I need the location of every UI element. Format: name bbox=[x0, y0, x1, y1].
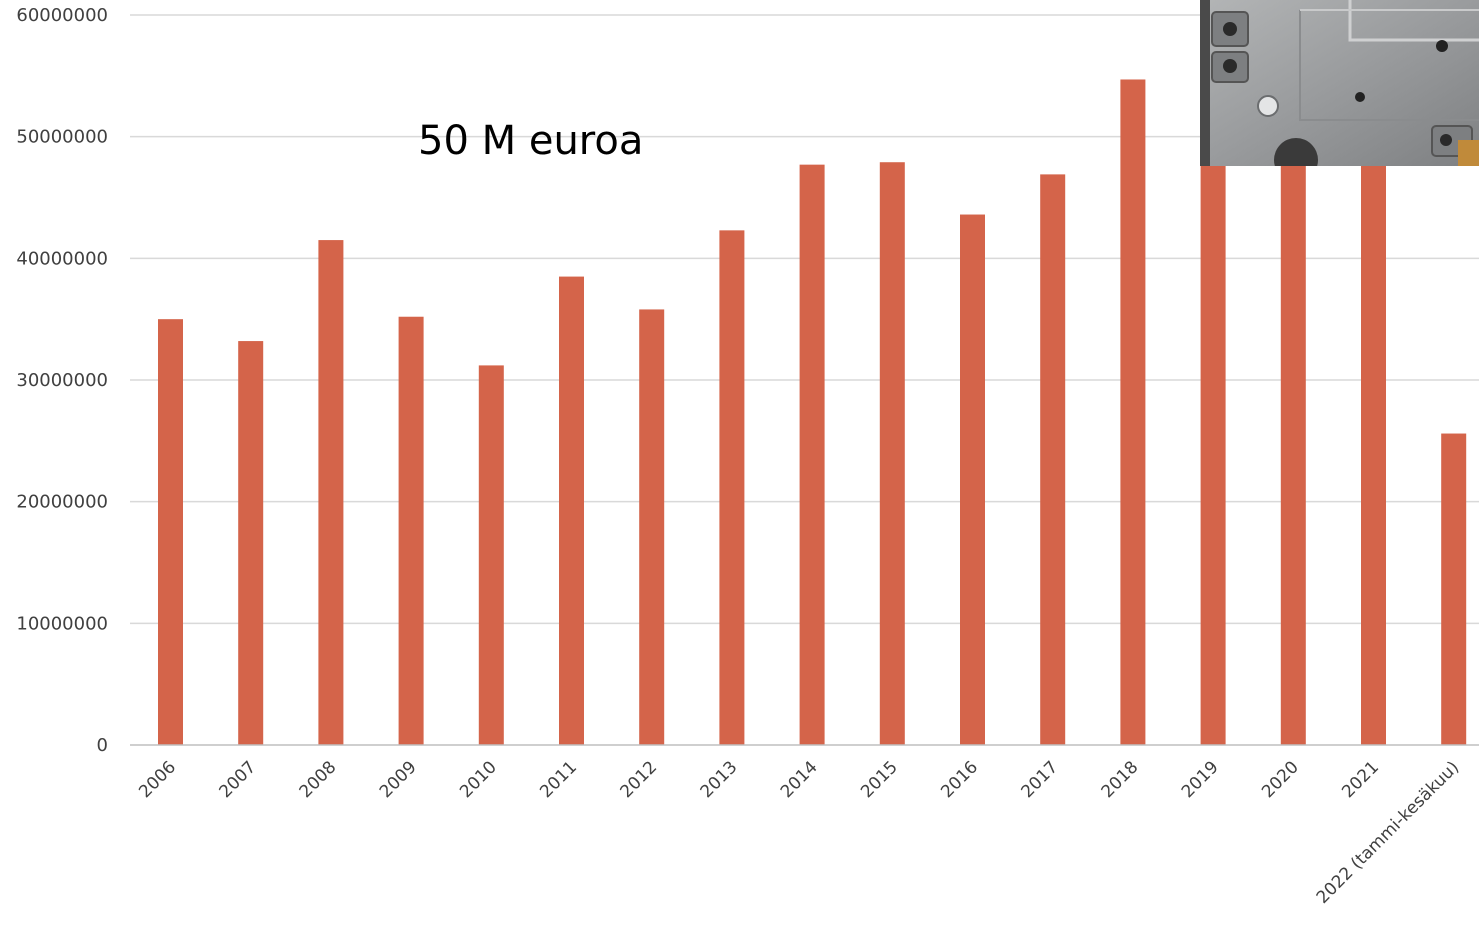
bar-5 bbox=[559, 276, 584, 745]
x-tick-label: 2011 bbox=[536, 757, 581, 802]
x-tick-label: 2009 bbox=[376, 757, 421, 802]
y-tick-label: 30000000 bbox=[16, 370, 108, 391]
bar-11 bbox=[1040, 174, 1066, 746]
x-tick-label: 2020 bbox=[1258, 757, 1303, 802]
x-tick-label: 2018 bbox=[1098, 757, 1143, 802]
bar-0 bbox=[158, 319, 183, 745]
x-tick-label: 2022 (tammi-kesäkuu) bbox=[1313, 757, 1464, 908]
y-tick-label: 0 bbox=[97, 735, 108, 756]
bar-3 bbox=[398, 316, 424, 745]
y-tick-label: 10000000 bbox=[16, 613, 108, 634]
bar-7 bbox=[719, 230, 745, 746]
bar-6 bbox=[639, 309, 665, 745]
bar-9 bbox=[879, 162, 905, 745]
x-tick-label: 2014 bbox=[777, 757, 822, 802]
bar-4 bbox=[478, 365, 504, 745]
bar-12 bbox=[1120, 79, 1146, 745]
metal-plate-photo-icon bbox=[1200, 0, 1479, 166]
bar-15 bbox=[1361, 146, 1386, 745]
x-tick-label: 2019 bbox=[1178, 757, 1223, 802]
x-tick-label: 2007 bbox=[216, 757, 261, 802]
bar-8 bbox=[799, 164, 825, 745]
x-tick-label: 2017 bbox=[1017, 757, 1062, 802]
bar-14 bbox=[1280, 153, 1306, 745]
x-tick-label: 2006 bbox=[135, 757, 180, 802]
y-tick-label: 50000000 bbox=[16, 127, 108, 148]
y-axis-tick-labels: 0 10000000 20000000 30000000 40000000 5000000… bbox=[16, 5, 108, 756]
x-tick-label: 2008 bbox=[296, 757, 341, 802]
x-tick-label: 2021 bbox=[1338, 757, 1383, 802]
annotation-50m: 50 M euroa bbox=[418, 118, 644, 164]
y-tick-label: 60000000 bbox=[16, 5, 108, 26]
bar-10 bbox=[960, 214, 985, 746]
bars bbox=[158, 79, 1467, 746]
bar-2 bbox=[318, 240, 344, 746]
bar-13 bbox=[1200, 141, 1226, 746]
x-tick-label: 2013 bbox=[697, 757, 742, 802]
x-tick-label: 2015 bbox=[857, 757, 902, 802]
x-axis-tick-labels: 2006 2007 2008 2009 2010 2011 2012 2013 2014 2015… bbox=[135, 757, 1463, 908]
y-tick-label: 20000000 bbox=[16, 492, 108, 513]
bar-16 bbox=[1441, 433, 1467, 745]
x-tick-label: 2016 bbox=[937, 757, 982, 802]
bar-1 bbox=[238, 341, 264, 745]
x-tick-label: 2012 bbox=[617, 757, 662, 802]
x-tick-label: 2010 bbox=[456, 757, 501, 802]
y-tick-label: 40000000 bbox=[16, 248, 108, 269]
